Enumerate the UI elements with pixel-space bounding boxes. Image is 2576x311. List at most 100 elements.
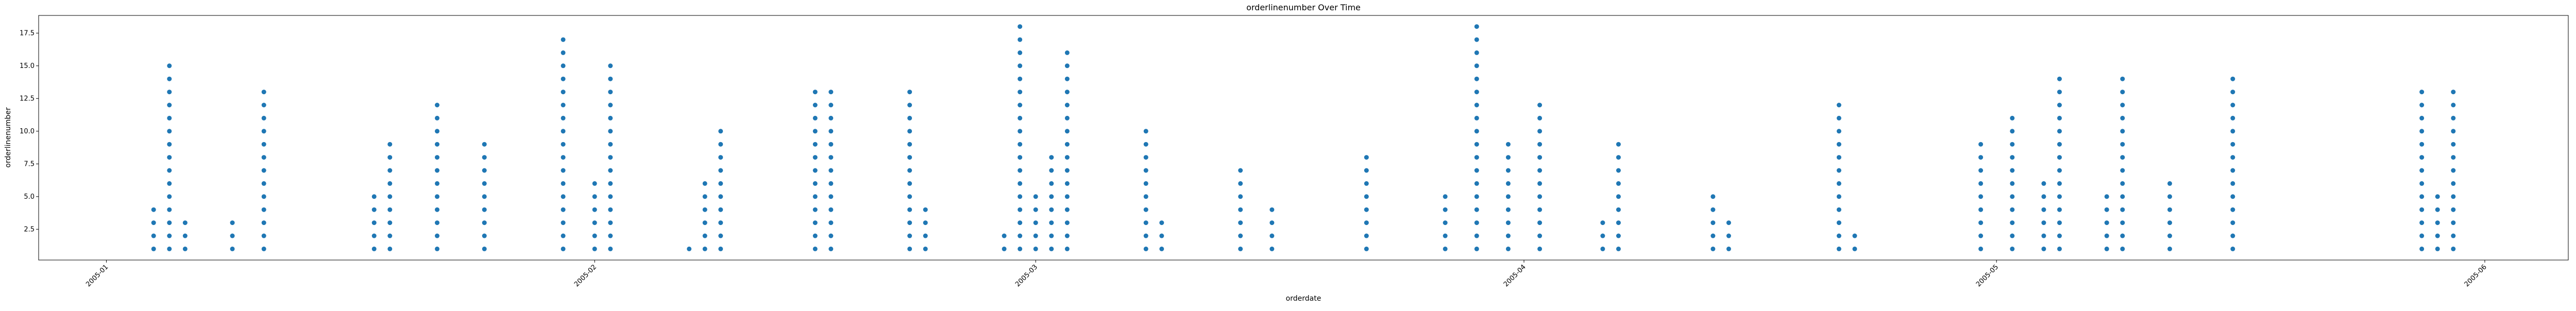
point (1018, 246, 1023, 251)
point (718, 181, 723, 186)
point (1836, 155, 1841, 160)
point (1836, 233, 1841, 238)
point (1018, 233, 1023, 238)
point (608, 220, 613, 226)
point (2451, 207, 2456, 212)
point (923, 207, 928, 212)
point (2435, 220, 2440, 226)
point (482, 155, 487, 160)
point (1978, 233, 1984, 238)
point (1143, 233, 1148, 238)
point (812, 142, 818, 147)
point (1018, 155, 1023, 160)
point (261, 207, 266, 212)
point (182, 246, 188, 251)
point (923, 246, 928, 251)
point (1143, 155, 1148, 160)
point (1616, 220, 1621, 226)
point (1505, 194, 1511, 199)
point (261, 246, 266, 251)
point (482, 246, 487, 251)
point (702, 194, 707, 199)
point (2057, 207, 2062, 212)
point (2167, 181, 2173, 186)
point (1710, 233, 1716, 238)
point (434, 194, 439, 199)
point (561, 37, 566, 42)
point (2041, 233, 2046, 238)
x-tick-label: 2005-04 (1502, 263, 1528, 288)
point (561, 102, 566, 108)
point (2451, 115, 2456, 120)
point (2451, 246, 2456, 251)
point (1018, 129, 1023, 134)
point (2104, 207, 2109, 212)
y-tick-label: 5.0 (24, 193, 35, 201)
point (1505, 168, 1511, 173)
point (1049, 220, 1054, 226)
point (1064, 76, 1070, 81)
plot-frame (38, 15, 2569, 261)
point (2120, 233, 2125, 238)
point (1018, 115, 1023, 120)
point (1474, 168, 1479, 173)
point (1474, 181, 1479, 186)
point (812, 220, 818, 226)
point (1537, 220, 1543, 226)
point (1018, 220, 1023, 226)
point (2167, 233, 2173, 238)
x-tick-label: 2005-01 (84, 263, 110, 288)
point (151, 233, 156, 238)
point (907, 90, 912, 95)
point (2230, 102, 2235, 108)
point (167, 155, 172, 160)
point (2057, 168, 2062, 173)
point (1474, 76, 1479, 81)
point (1474, 102, 1479, 108)
point (718, 246, 723, 251)
point (1852, 246, 1857, 251)
point (592, 181, 597, 186)
point (561, 155, 566, 160)
point (1836, 220, 1841, 226)
point (1474, 220, 1479, 226)
point (167, 220, 172, 226)
point (2419, 129, 2425, 134)
point (1064, 102, 1070, 108)
point (2010, 194, 2015, 199)
point (1159, 220, 1164, 226)
point (1978, 168, 1984, 173)
point (2230, 115, 2235, 120)
point (2120, 90, 2125, 95)
point (2451, 181, 2456, 186)
point (2451, 220, 2456, 226)
point (828, 102, 834, 108)
point (261, 115, 266, 120)
point (2451, 142, 2456, 147)
point (1238, 168, 1243, 173)
point (261, 220, 266, 226)
point (230, 233, 235, 238)
point (608, 155, 613, 160)
point (2010, 207, 2015, 212)
point (371, 233, 377, 238)
point (167, 207, 172, 212)
point (1049, 207, 1054, 212)
point (812, 115, 818, 120)
point (1537, 115, 1543, 120)
point (1836, 102, 1841, 108)
point (1033, 246, 1038, 251)
point (167, 194, 172, 199)
point (261, 90, 266, 95)
point (2419, 155, 2425, 160)
point (434, 155, 439, 160)
point (1143, 194, 1148, 199)
point (261, 129, 266, 134)
y-tick-label: 7.5 (24, 160, 35, 168)
point (1018, 90, 1023, 95)
point (167, 181, 172, 186)
point (608, 63, 613, 68)
point (718, 155, 723, 160)
point (1616, 181, 1621, 186)
point (2057, 246, 2062, 251)
